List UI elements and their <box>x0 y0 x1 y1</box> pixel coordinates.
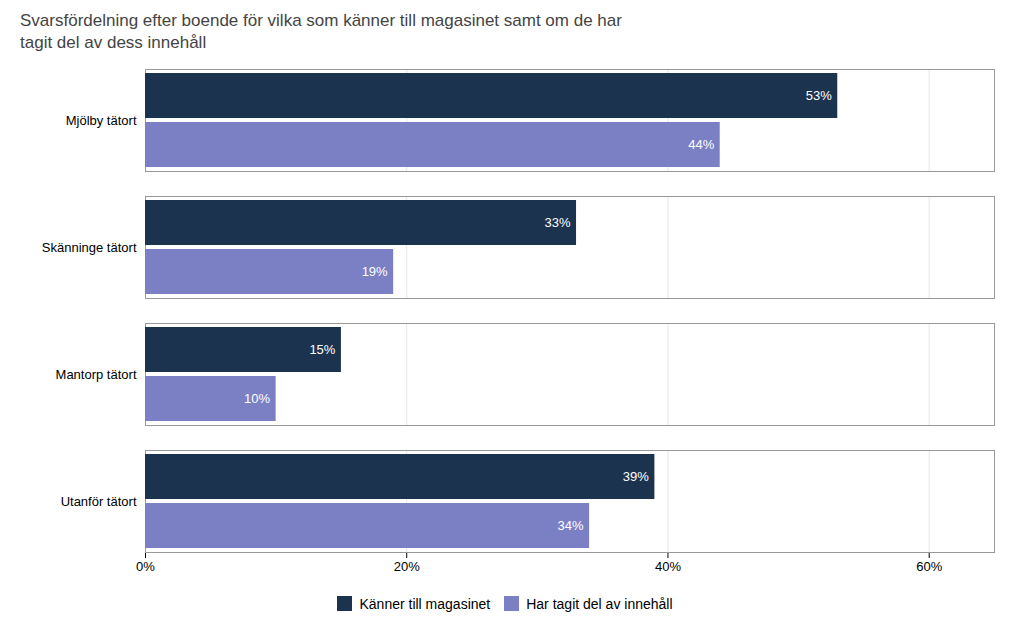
svg-text:44%: 44% <box>688 137 714 152</box>
svg-text:15%: 15% <box>309 342 335 357</box>
svg-text:39%: 39% <box>623 469 649 484</box>
svg-text:Utanför tätort: Utanför tätort <box>61 494 137 509</box>
svg-text:53%: 53% <box>806 88 832 103</box>
html-text:Känner till magasinet: Känner till magasinet <box>359 595 491 612</box>
svg-text:40%: 40% <box>655 559 681 574</box>
svg-text:33%: 33% <box>544 215 570 230</box>
svg-text:10%: 10% <box>244 391 270 406</box>
svg-text:20%: 20% <box>394 559 420 574</box>
svg-text:Mjölby tätort: Mjölby tätort <box>66 113 137 128</box>
html-text:Har tagit del av innehåll: Har tagit del av innehåll <box>526 595 673 612</box>
svg-text:34%: 34% <box>558 518 584 533</box>
svg-text:Mantorp tätort: Mantorp tätort <box>56 367 137 382</box>
svg-text:0%: 0% <box>136 559 155 574</box>
svg-text:19%: 19% <box>362 264 388 279</box>
svg-text:60%: 60% <box>916 559 942 574</box>
html-text:Svarsfördelning efter boende f: Svarsfördelning efter boende för vilka s… <box>20 11 622 53</box>
svg-text:Skänninge tätort: Skänninge tätort <box>42 240 137 255</box>
